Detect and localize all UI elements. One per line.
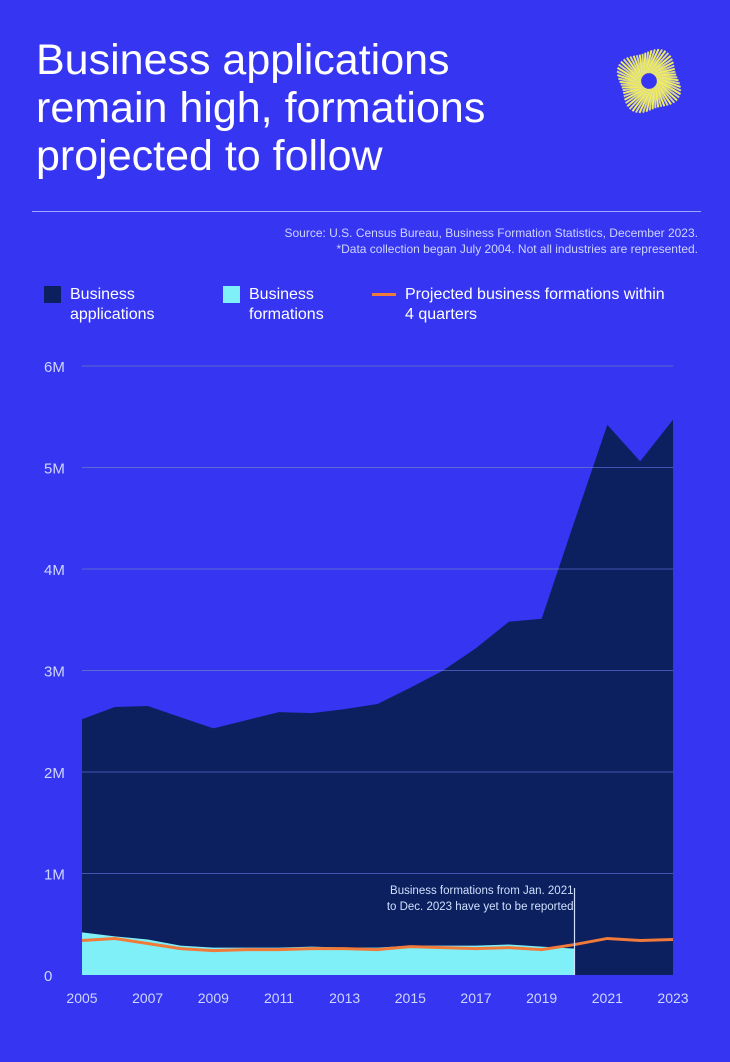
legend-applications: Business applications (44, 285, 190, 325)
logo-ray (650, 58, 673, 75)
source-line: Source: U.S. Census Bureau, Business For… (284, 226, 698, 240)
x-tick-label: 2005 (66, 990, 97, 1006)
logo-ray (645, 88, 654, 112)
y-tick-label: 5M (44, 461, 65, 478)
x-tick-label: 2019 (526, 990, 557, 1006)
x-tick-label: 2017 (460, 990, 491, 1006)
logo-ray (635, 88, 651, 114)
logo-ray (648, 50, 667, 74)
logo-ray (654, 70, 676, 76)
legend-projected: Projected business formations within 4 q… (372, 285, 665, 325)
logo-ray (656, 81, 678, 102)
logo-ray (654, 86, 660, 108)
logo-ray (654, 85, 663, 108)
logo-ray (620, 83, 643, 87)
logo-ray (656, 79, 682, 95)
logo-ray (645, 49, 656, 74)
y-tick-label: 3M (44, 664, 65, 681)
logo-ray (622, 86, 645, 95)
logo-ray (629, 56, 643, 79)
legend-line-projected (372, 293, 396, 296)
y-tick-label: 4M (44, 562, 65, 579)
x-tick-label: 2023 (657, 990, 688, 1006)
logo-ray (653, 87, 657, 109)
logo-ray (656, 82, 676, 104)
applications-area (82, 419, 673, 975)
x-tick-label: 2011 (264, 990, 294, 1006)
y-tick-label: 2M (44, 765, 65, 782)
logo-ray (618, 77, 642, 86)
logo-ray (626, 57, 643, 80)
x-tick-label: 2013 (329, 990, 360, 1006)
divider (32, 211, 701, 212)
logo-ray (621, 85, 643, 89)
legend-label: Business applications (70, 286, 155, 323)
x-tick-label: 2015 (395, 990, 426, 1006)
logo-ray (652, 64, 675, 75)
logo-ray (650, 54, 672, 74)
source-note: Source: U.S. Census Bureau, Business For… (284, 225, 698, 257)
logo-ray (647, 48, 663, 74)
annotation-text: to Dec. 2023 have yet to be reported (387, 901, 574, 913)
y-tick-label: 0 (44, 968, 52, 985)
legend-label: Business formations (249, 286, 324, 323)
logo-ray (656, 78, 682, 92)
logo-ray (655, 75, 679, 82)
logo-ray (618, 63, 642, 82)
legend-label: Projected business formations within 4 q… (405, 286, 665, 323)
logo-ray (643, 51, 650, 75)
logo-ray (626, 88, 648, 108)
logo-ray (648, 87, 655, 111)
logo-ray (653, 67, 676, 76)
annotation-text: Business formations from Jan. 2021 (390, 885, 573, 897)
logo-ray (656, 80, 680, 99)
x-tick-label: 2021 (592, 990, 623, 1006)
logo-ray (641, 53, 645, 75)
logo-ray (655, 75, 678, 79)
logo-ray (655, 82, 672, 105)
logo-ray (642, 88, 653, 113)
logo-ray (651, 61, 674, 75)
page-title: Business applications remain high, forma… (36, 36, 486, 180)
logo-ray (632, 55, 643, 78)
logo-ray (619, 80, 643, 87)
logo-ray (616, 67, 642, 83)
legend-formations: Business formations (223, 285, 359, 325)
x-tick-label: 2007 (132, 990, 163, 1006)
logo-ray (656, 77, 681, 88)
logo-ray (624, 87, 647, 101)
logo-ray (644, 50, 653, 74)
legend-swatch-applications (44, 286, 61, 303)
logo-ray (622, 86, 644, 92)
logo-ray (643, 52, 647, 75)
logo-ray (655, 83, 669, 106)
logo-ray (656, 76, 680, 85)
logo-ray (635, 54, 644, 77)
logo-ray (617, 74, 642, 85)
logo-ray (628, 88, 649, 110)
x-tick-label: 2009 (198, 990, 229, 1006)
sunburst-logo-icon (616, 48, 682, 114)
formations-area (82, 932, 575, 975)
logo-ray (655, 84, 666, 107)
logo-ray (655, 73, 677, 77)
logo-ray (649, 52, 670, 74)
logo-ray (651, 87, 655, 110)
logo-ray (616, 70, 642, 84)
y-tick-label: 6M (44, 359, 65, 376)
logo-ray (625, 87, 648, 104)
logo-ray (638, 88, 652, 114)
logo-ray (631, 88, 650, 112)
logo-ray (646, 48, 660, 74)
logo-ray (623, 87, 646, 98)
legend-swatch-formations (223, 286, 240, 303)
y-tick-label: 1M (44, 867, 65, 884)
logo-ray (620, 60, 642, 81)
data-note: *Data collection began July 2004. Not al… (336, 242, 698, 256)
logo-ray (638, 54, 644, 76)
logo-ray (622, 58, 642, 80)
